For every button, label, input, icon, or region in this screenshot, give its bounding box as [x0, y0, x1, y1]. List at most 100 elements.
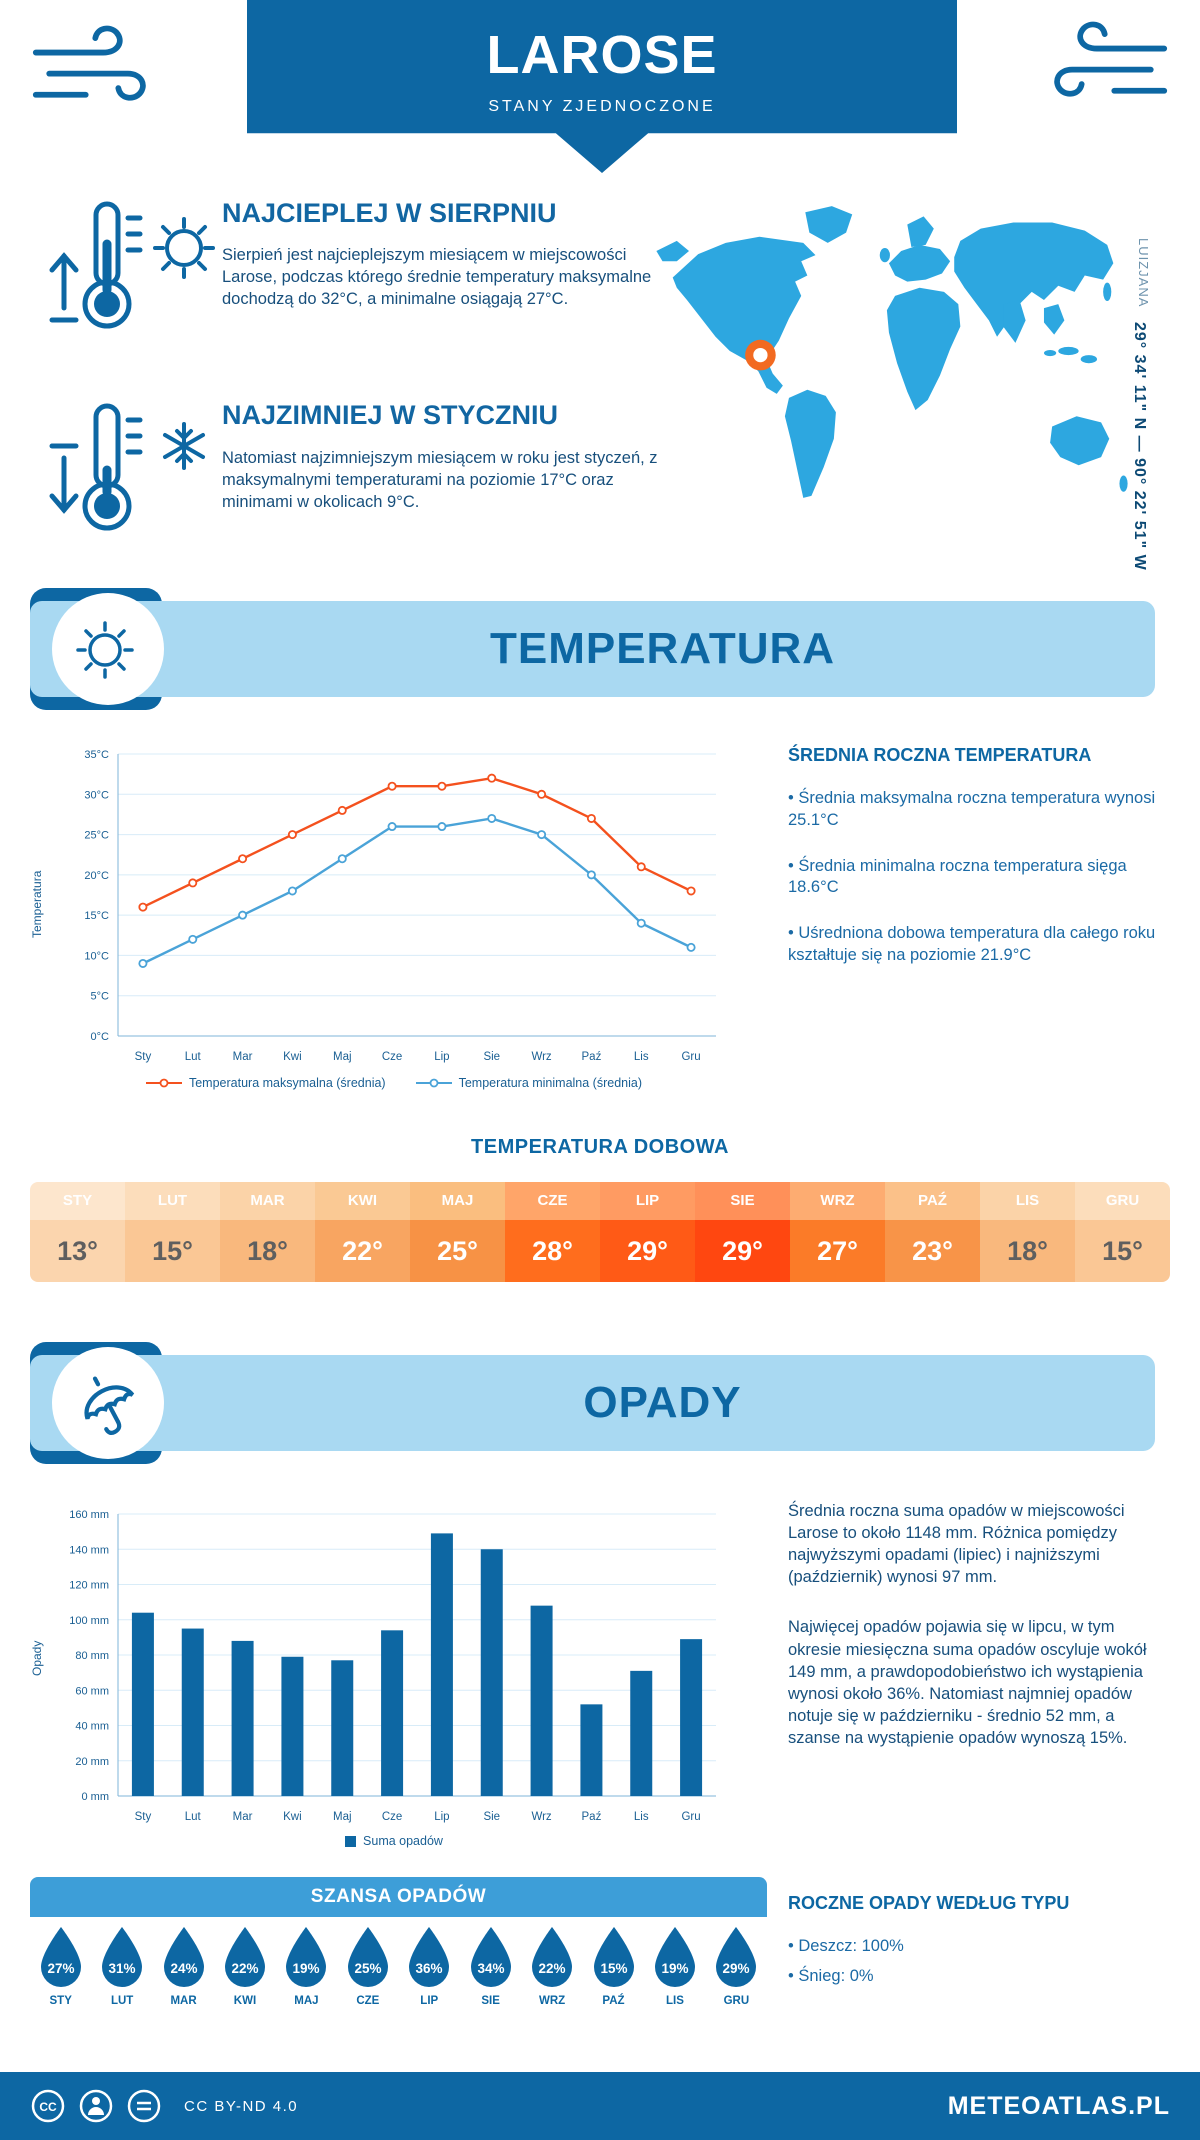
daily-temp-month: SIE: [695, 1182, 790, 1220]
svg-text:140 mm: 140 mm: [69, 1544, 109, 1556]
precip-chance-month: LIP: [420, 1995, 439, 2007]
precipitation-y-axis-label: Opady: [30, 1640, 44, 1676]
thermometer-up-sun-icon: [49, 201, 215, 329]
precipitation-section-banner: OPADY: [30, 1355, 1155, 1451]
daily-temp-column: MAJ 25°: [410, 1182, 505, 1282]
svg-text:Sie: Sie: [483, 1051, 500, 1063]
cc-icon: CC: [31, 2089, 65, 2123]
map-coordinates: 29° 34' 11" N — 90° 22' 51" W: [1131, 322, 1148, 571]
daily-temp-value: 13°: [30, 1220, 125, 1282]
precipitation-type-bullet: Deszcz: 100%: [788, 1936, 1166, 1958]
svg-text:34%: 34%: [477, 1961, 504, 1976]
temperature-line-chart: 0°C 5°C 10°C 15°C 20°C 25°C 30°C 35°C Sty Lut Mar K…: [84, 749, 716, 1063]
precip-chance-month: SIE: [481, 1995, 500, 2007]
site-name: METEOATLAS.PL: [947, 2091, 1170, 2120]
precip-chance-month: CZE: [356, 1995, 380, 2007]
daily-temp-value: 25°: [410, 1220, 505, 1282]
footer: CC CC BY-ND 4.0 METEOATLAS.PL: [0, 2072, 1200, 2140]
water-drop-icon: 22%: [532, 1927, 573, 1987]
svg-text:15%: 15%: [600, 1961, 627, 1976]
daily-temperature-table: STY 13° LUT 15° MAR 18° KWI 22° MAJ 25° CZE 28° LIP 2…: [30, 1182, 1170, 1282]
annual-temp-bullet: Uśredniona dobowa temperatura dla całego…: [788, 923, 1166, 967]
daily-temp-month: MAR: [220, 1182, 315, 1220]
legend-item: Suma opadów: [345, 1834, 443, 1848]
svg-text:27%: 27%: [47, 1961, 74, 1976]
svg-text:Gru: Gru: [681, 1811, 700, 1823]
svg-text:Gru: Gru: [681, 1051, 700, 1063]
annual-temp-bullet: Średnia minimalna roczna temperatura się…: [788, 856, 1166, 900]
precipitation-paragraph: Średnia roczna suma opadów w miejscowośc…: [788, 1502, 1125, 1587]
svg-text:Sty: Sty: [135, 1051, 152, 1063]
precip-chance-item: 15% PAŹ: [583, 1925, 644, 2007]
daily-temp-value: 15°: [1075, 1220, 1170, 1282]
svg-text:0 mm: 0 mm: [82, 1791, 110, 1803]
annual-temperature-stats: ŚREDNIA ROCZNA TEMPERATURA Średnia maksy…: [788, 745, 1166, 991]
svg-text:Mar: Mar: [233, 1051, 253, 1063]
precip-chance-month: LIS: [665, 1995, 684, 2007]
svg-text:80 mm: 80 mm: [75, 1650, 109, 1662]
svg-text:Sie: Sie: [483, 1811, 500, 1823]
daily-temp-column: KWI 22°: [315, 1182, 410, 1282]
warmest-title: NAJCIEPLEJ W SIERPNIU: [222, 198, 557, 228]
precip-chance-month: WRZ: [538, 1995, 566, 2007]
svg-text:Wrz: Wrz: [531, 1811, 551, 1823]
svg-text:Cze: Cze: [382, 1051, 402, 1063]
water-drop-icon: 19%: [654, 1927, 695, 1987]
daily-temp-month: MAJ: [410, 1182, 505, 1220]
wind-icon: [32, 25, 146, 101]
header-banner: LAROSE STANY ZJEDNOCZONE: [247, 0, 957, 173]
precipitation-type-bullet: Śnieg: 0%: [788, 1966, 1166, 1988]
svg-text:Lis: Lis: [634, 1051, 649, 1063]
svg-text:Lip: Lip: [434, 1811, 449, 1823]
daily-temp-month: STY: [30, 1182, 125, 1220]
daily-temp-month: CZE: [505, 1182, 600, 1220]
daily-temp-column: PAŹ 23°: [885, 1182, 980, 1282]
daily-temp-column: STY 13°: [30, 1182, 125, 1282]
daily-temp-column: SIE 29°: [695, 1182, 790, 1282]
daily-temp-value: 29°: [695, 1220, 790, 1282]
page-subtitle: STANY ZJEDNOCZONE: [488, 98, 716, 115]
svg-text:36%: 36%: [416, 1961, 443, 1976]
temperature-section-banner: TEMPERATURA: [30, 601, 1155, 697]
svg-text:19%: 19%: [293, 1961, 320, 1976]
daily-temp-month: WRZ: [790, 1182, 885, 1220]
daily-temp-column: LIS 18°: [980, 1182, 1075, 1282]
water-drop-icon: 29%: [716, 1927, 757, 1987]
svg-text:5°C: 5°C: [91, 991, 110, 1003]
svg-text:24%: 24%: [170, 1961, 197, 1976]
svg-text:15°C: 15°C: [84, 910, 109, 922]
svg-text:60 mm: 60 mm: [75, 1685, 109, 1697]
svg-text:Lip: Lip: [434, 1051, 449, 1063]
precip-chance-item: 22% WRZ: [521, 1925, 582, 2007]
precipitation-types-title: ROCZNE OPADY WEDŁUG TYPU: [788, 1893, 1070, 1913]
svg-text:Kwi: Kwi: [283, 1811, 302, 1823]
svg-text:Mar: Mar: [233, 1811, 253, 1823]
svg-text:25°C: 25°C: [84, 830, 109, 842]
precip-chance-month: LUT: [110, 1995, 134, 2007]
umbrella-icon: [52, 1347, 164, 1459]
precip-chance-item: 27% STY: [30, 1925, 91, 2007]
precip-chance-row: 27% STY 31% LUT 24% MAR 22% KWI 19% MAJ 25% CZE 36% L…: [30, 1925, 767, 2007]
svg-text:Lut: Lut: [185, 1811, 202, 1823]
svg-text:35°C: 35°C: [84, 749, 109, 761]
water-drop-icon: 36%: [409, 1927, 450, 1987]
daily-temp-value: 29°: [600, 1220, 695, 1282]
daily-temp-month: LIS: [980, 1182, 1075, 1220]
svg-text:Maj: Maj: [333, 1811, 352, 1823]
sun-icon: [52, 593, 164, 705]
daily-temp-value: 27°: [790, 1220, 885, 1282]
daily-temp-month: LUT: [125, 1182, 220, 1220]
precip-chance-month: STY: [49, 1995, 72, 2007]
svg-text:160 mm: 160 mm: [69, 1509, 109, 1521]
svg-text:25%: 25%: [354, 1961, 381, 1976]
svg-text:120 mm: 120 mm: [69, 1580, 109, 1592]
precipitation-paragraph: Najwięcej opadów pojawia się w lipcu, w …: [788, 1618, 1147, 1747]
svg-text:20 mm: 20 mm: [75, 1756, 109, 1768]
license-text: CC BY-ND 4.0: [184, 2097, 299, 2115]
map-region-label: LUIZJANA: [1136, 238, 1151, 308]
water-drop-icon: 25%: [347, 1927, 388, 1987]
location-marker: [745, 339, 776, 371]
daily-temp-month: GRU: [1075, 1182, 1170, 1220]
svg-text:Paź: Paź: [582, 1811, 602, 1823]
